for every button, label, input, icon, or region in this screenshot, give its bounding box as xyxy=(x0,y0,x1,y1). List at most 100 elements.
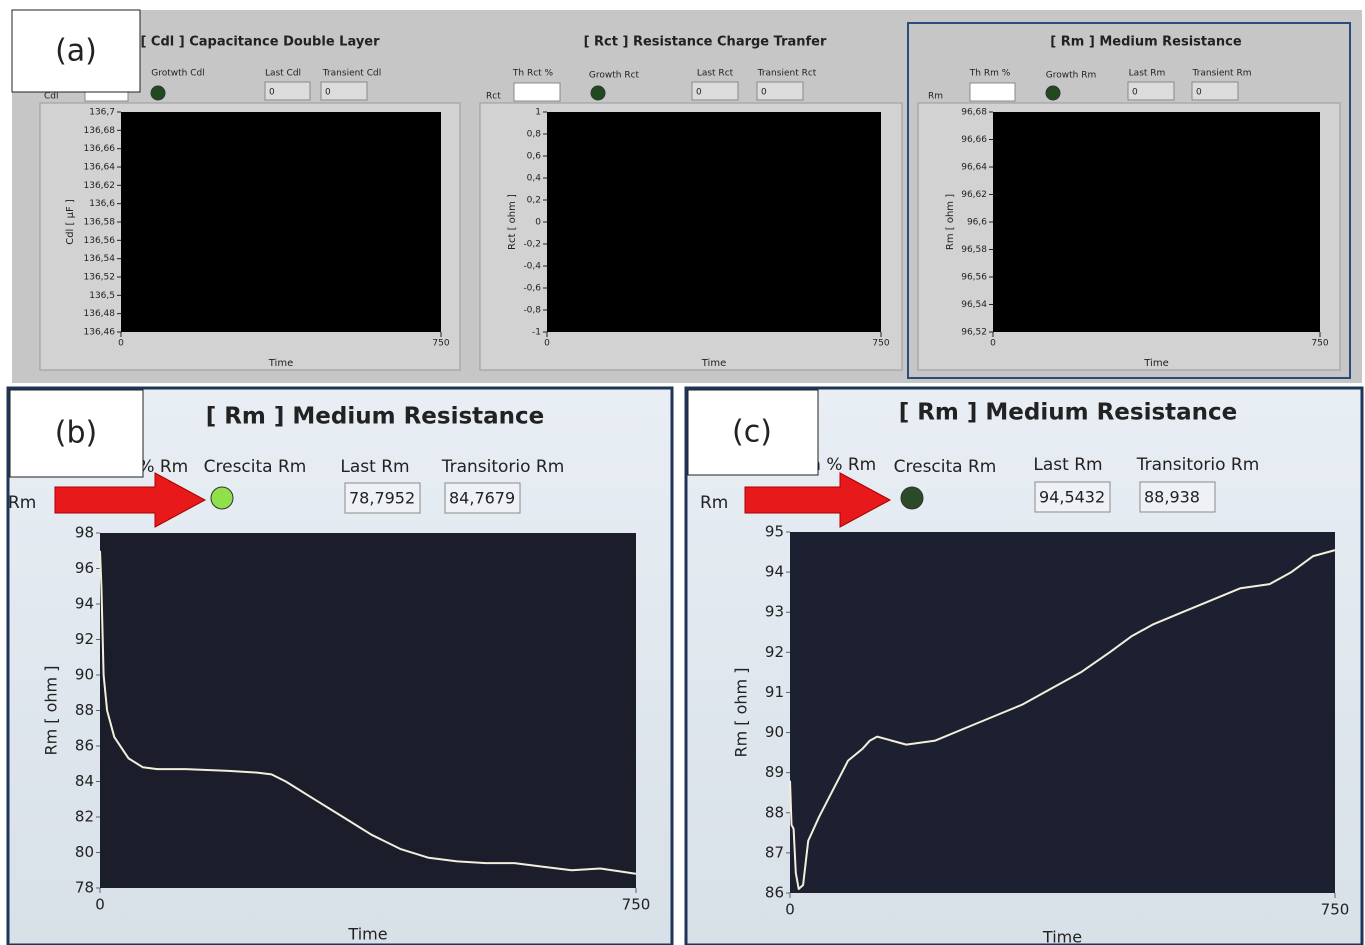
y-tick-label: -0,8 xyxy=(523,306,541,316)
y-tick-label: 0,6 xyxy=(527,152,542,162)
y-tick-label: 96,54 xyxy=(961,300,987,310)
y-tick-label: 136,52 xyxy=(84,273,116,283)
y-tick-label: 136,6 xyxy=(89,199,115,209)
y-tick-label: 136,56 xyxy=(84,236,116,246)
panel-label: (a) xyxy=(55,34,97,69)
input-box xyxy=(514,83,560,101)
threshold-label: Th Rct % xyxy=(512,69,554,79)
x-axis-label: Time xyxy=(1042,928,1082,945)
last-label: Last Rm xyxy=(1129,69,1166,79)
last-value: 0 xyxy=(696,88,702,98)
y-tick-label: 96,66 xyxy=(961,135,987,145)
y-tick-label: 91 xyxy=(765,683,784,701)
y-tick-label: 0,2 xyxy=(527,196,541,206)
x-tick-label: 750 xyxy=(1321,901,1350,919)
y-tick-label: 96,56 xyxy=(961,273,987,283)
x-tick-label: 0 xyxy=(785,901,795,919)
y-tick-label: 78 xyxy=(75,879,94,897)
x-axis-label: Time xyxy=(347,925,387,944)
transient-value: 0 xyxy=(1196,88,1202,98)
figure: [ Cdl ] Capacitance Double Layer Cdl Grotw… xyxy=(0,0,1365,945)
threshold-label: Th Rm % xyxy=(969,69,1011,79)
side-label: Rm xyxy=(700,493,728,513)
last-value: 78,7952 xyxy=(349,489,415,508)
y-tick-label: -0,6 xyxy=(523,284,541,294)
y-tick-label: -1 xyxy=(532,328,541,338)
last-value: 0 xyxy=(269,88,275,98)
y-tick-label: 136,48 xyxy=(84,309,116,319)
growth-label: Crescita Rm xyxy=(894,457,997,477)
panel-label: (b) xyxy=(55,416,97,451)
y-tick-label: 89 xyxy=(765,763,784,781)
transient-value: 0 xyxy=(761,88,767,98)
side-label: Rm xyxy=(928,92,943,102)
y-tick-label: 96,6 xyxy=(967,218,987,228)
y-tick-label: 98 xyxy=(75,524,94,542)
section-title: [ Rm ] Medium Resistance xyxy=(1050,35,1242,50)
growth-label: Growth Rm xyxy=(1046,71,1096,81)
section-title: [ Rm ] Medium Resistance xyxy=(899,400,1238,426)
y-tick-label: 96,58 xyxy=(961,245,987,255)
x-tick-label: 750 xyxy=(622,896,651,914)
transient-label: Transitorio Rm xyxy=(441,457,565,477)
x-tick-label: 750 xyxy=(1311,339,1328,349)
x-tick-label: 750 xyxy=(432,339,449,349)
last-label: Last Rm xyxy=(340,457,409,477)
transient-value: 84,7679 xyxy=(449,489,515,508)
plot-area xyxy=(547,112,881,332)
y-tick-label: 86 xyxy=(75,737,94,755)
led xyxy=(211,487,233,509)
growth-label: Grotwth Cdl xyxy=(151,69,204,79)
led xyxy=(591,86,605,100)
y-axis-label: Rm [ ohm ] xyxy=(42,666,61,756)
y-tick-label: 94 xyxy=(75,595,94,613)
x-tick-label: 750 xyxy=(872,339,889,349)
led xyxy=(151,86,165,100)
y-tick-label: 86 xyxy=(765,884,784,902)
side-label: Rm xyxy=(8,493,36,513)
y-tick-label: 0,8 xyxy=(527,130,542,140)
y-tick-label: 90 xyxy=(765,723,784,741)
y-tick-label: 80 xyxy=(75,843,94,861)
transient-value: 0 xyxy=(325,88,331,98)
y-tick-label: 96,64 xyxy=(961,163,987,173)
y-tick-label: 92 xyxy=(75,630,94,648)
last-value: 0 xyxy=(1132,88,1138,98)
y-tick-label: 95 xyxy=(765,523,784,541)
last-label: Last Rct xyxy=(697,69,734,79)
input-box xyxy=(970,83,1015,101)
led xyxy=(901,487,923,509)
transient-value: 88,938 xyxy=(1144,488,1200,507)
side-label: Rct xyxy=(486,92,501,102)
y-tick-label: -0,4 xyxy=(523,262,541,272)
y-tick-label: 88 xyxy=(75,701,94,719)
y-tick-label: 136,66 xyxy=(84,144,116,154)
y-tick-label: 136,68 xyxy=(84,126,116,136)
last-value: 94,5432 xyxy=(1039,488,1105,507)
y-tick-label: 136,7 xyxy=(89,108,115,118)
y-tick-label: 90 xyxy=(75,666,94,684)
y-tick-label: 82 xyxy=(75,808,94,826)
y-tick-label: 92 xyxy=(765,643,784,661)
y-tick-label: 96,52 xyxy=(961,328,987,338)
growth-label: Growth Rct xyxy=(589,71,640,81)
y-tick-label: 93 xyxy=(765,603,784,621)
y-axis-label: Rm [ ohm ] xyxy=(732,668,751,758)
growth-label: Crescita Rm xyxy=(204,457,307,477)
section-title: [ Rm ] Medium Resistance xyxy=(206,404,545,430)
y-tick-label: 0,4 xyxy=(527,174,542,184)
panel-label: (c) xyxy=(732,415,772,450)
last-label: Last Cdl xyxy=(265,69,301,79)
side-label: Cdl xyxy=(44,92,59,102)
led xyxy=(1046,86,1060,100)
y-tick-label: 96 xyxy=(75,559,94,577)
y-tick-label: 0 xyxy=(535,218,541,228)
y-tick-label: 84 xyxy=(75,772,94,790)
x-axis-label: Time xyxy=(1143,358,1168,369)
section-title: [ Cdl ] Capacitance Double Layer xyxy=(140,35,380,50)
plot-area xyxy=(121,112,441,332)
x-tick-label: 0 xyxy=(118,339,124,349)
transient-label: Transient Rct xyxy=(757,69,817,79)
y-tick-label: 1 xyxy=(535,108,541,118)
last-label: Last Rm xyxy=(1033,455,1102,475)
